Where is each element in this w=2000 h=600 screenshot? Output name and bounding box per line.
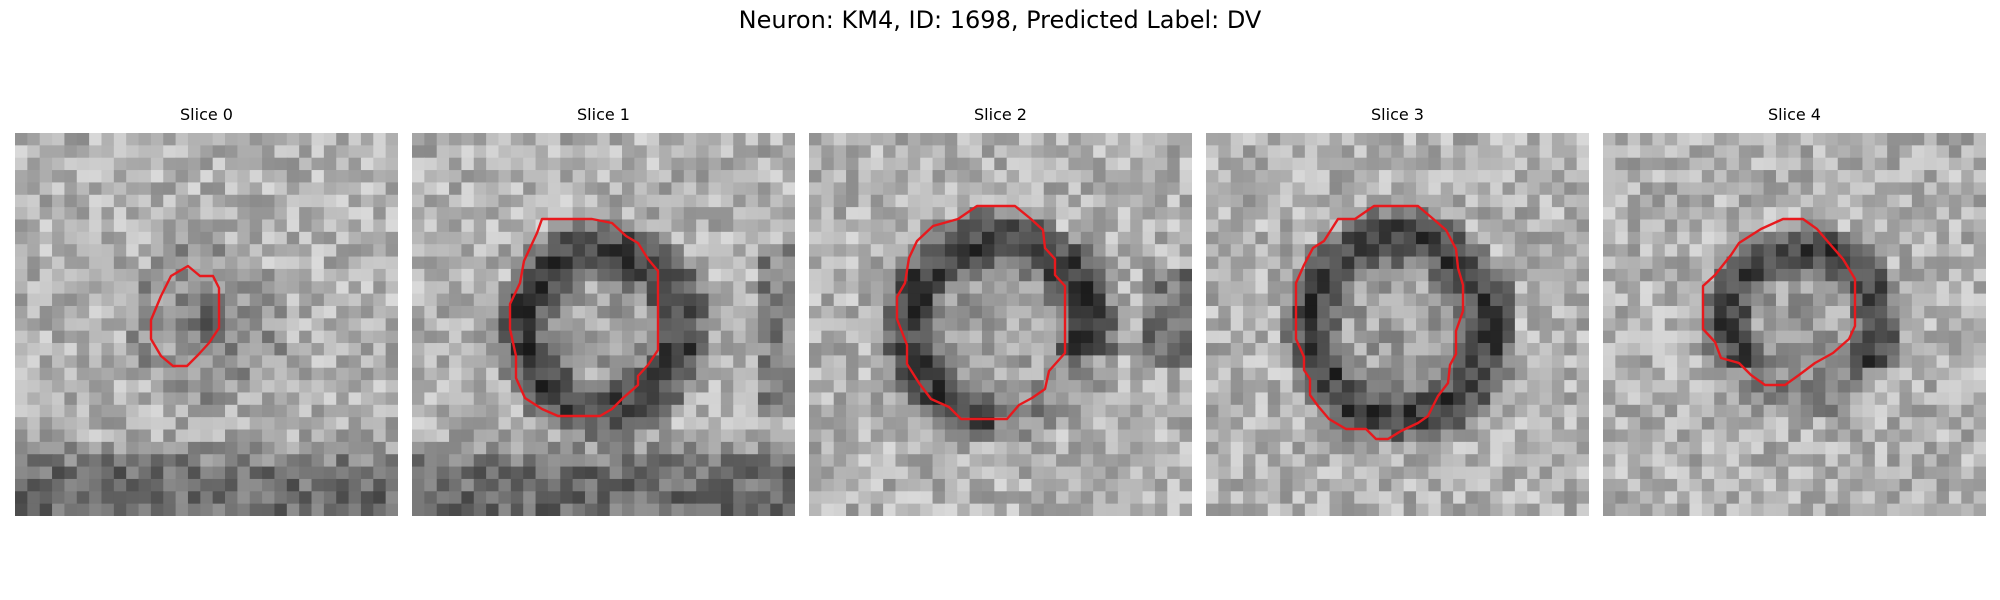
- slice-panel-2: Slice 2: [809, 105, 1192, 525]
- slice-panel-3: Slice 3: [1206, 105, 1589, 525]
- figure-title: Neuron: KM4, ID: 1698, Predicted Label: …: [738, 6, 1262, 34]
- slice-image: [412, 133, 795, 516]
- predicted-contour: [149, 264, 221, 368]
- slice-title: Slice 2: [974, 105, 1027, 124]
- slice-panel-4: Slice 4: [1603, 105, 1986, 525]
- slice-title: Slice 1: [577, 105, 630, 124]
- slice-title: Slice 0: [180, 105, 233, 124]
- predicted-contour: [1701, 217, 1857, 387]
- slice-image: [809, 133, 1192, 516]
- slice-title: Slice 3: [1371, 105, 1424, 124]
- predicted-contour: [895, 204, 1067, 421]
- slice-panel-1: Slice 1: [412, 105, 795, 525]
- slice-panel-0: Slice 0: [15, 105, 398, 525]
- predicted-contour: [508, 217, 660, 418]
- predicted-contour: [1294, 204, 1465, 441]
- slice-image: [1603, 133, 1986, 516]
- slice-image: [1206, 133, 1589, 516]
- slice-title: Slice 4: [1768, 105, 1821, 124]
- slice-image: [15, 133, 398, 516]
